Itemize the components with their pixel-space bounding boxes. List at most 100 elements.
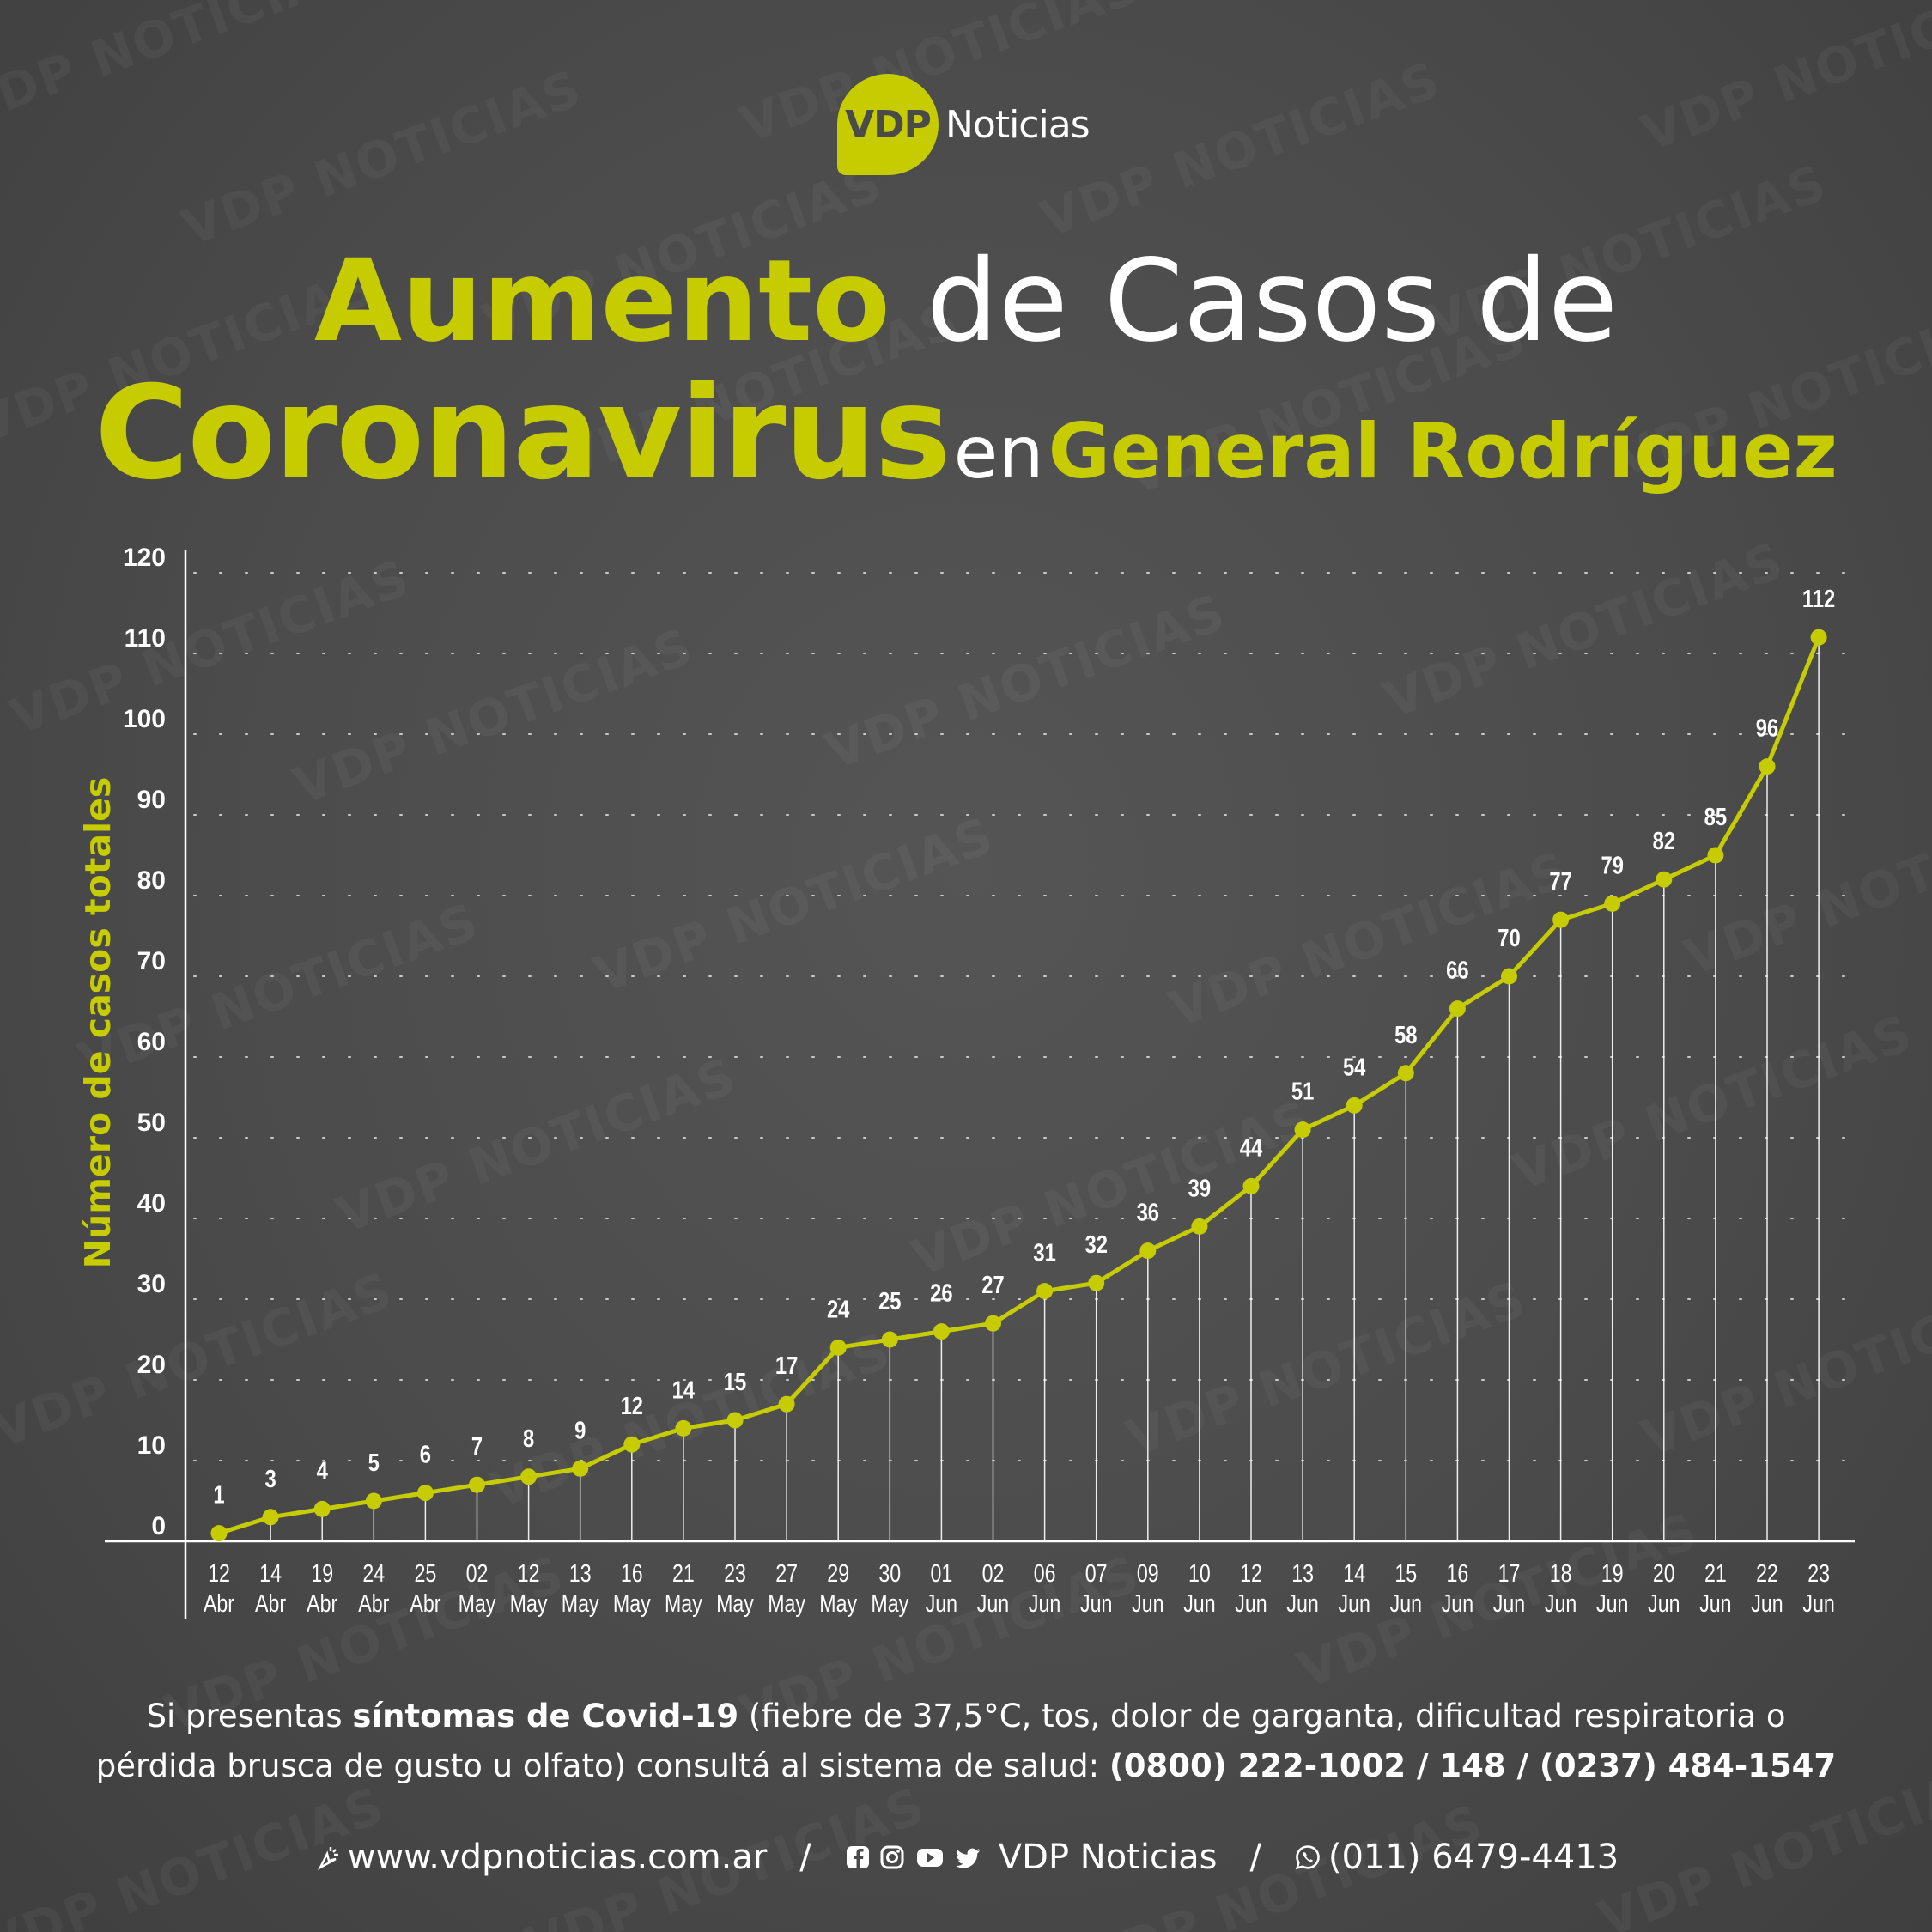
x-tick-month: Abr [307,1589,337,1617]
data-point [933,1323,950,1340]
data-point [1294,1121,1311,1139]
x-tick-month: May [510,1589,549,1617]
health-notice: Si presentas síntomas de Covid-19 (fiebr… [0,1692,1932,1791]
data-point [675,1419,692,1437]
twitter-icon[interactable] [954,1844,981,1871]
data-point [985,1315,1001,1332]
x-tick-day: 12 [208,1558,230,1587]
data-point [1088,1274,1105,1291]
x-tick-month: May [716,1589,755,1617]
data-label: 26 [930,1279,952,1307]
value-stems [218,637,1820,1541]
data-point [1707,847,1724,864]
x-tick-day: 16 [1447,1558,1469,1587]
data-label: 79 [1601,851,1623,879]
data-point [1242,1177,1260,1194]
data-point [1036,1283,1054,1300]
facebook-icon[interactable] [844,1844,872,1871]
data-label: 17 [775,1352,798,1380]
x-tick-day: 23 [724,1558,746,1587]
x-tick-day: 14 [1343,1558,1365,1587]
data-point [778,1395,795,1413]
youtube-icon[interactable] [913,1844,947,1871]
x-tick-day: 12 [1240,1558,1262,1587]
x-tick-month: Jun [1080,1589,1112,1617]
watermark-text: VDP NOTICIAS [1033,50,1448,248]
data-label: 31 [1033,1238,1055,1267]
data-point [1139,1242,1157,1260]
x-tick-month: Jun [1648,1589,1680,1617]
data-point [1759,758,1776,775]
x-tick-month: Jun [1132,1589,1163,1617]
x-tick-day: 01 [931,1558,953,1587]
x-tick-day: 30 [878,1558,901,1587]
whatsapp-icon[interactable] [1294,1844,1321,1871]
data-point [1397,1065,1414,1082]
x-tick-day: 23 [1807,1558,1830,1587]
x-tick-month: Jun [926,1589,957,1617]
instagram-icon[interactable] [878,1844,906,1871]
x-tick-month: May [613,1589,652,1617]
x-tick-month: Jun [1802,1589,1834,1617]
x-tick-month: Jun [1390,1589,1422,1617]
data-label: 7 [471,1432,483,1461]
phone-number: (011) 6479-4413 [1327,1838,1619,1877]
x-tick-day: 21 [672,1558,695,1587]
x-tick-month: Abr [204,1589,234,1617]
data-label: 96 [1756,714,1778,742]
x-tick-day: 22 [1756,1558,1778,1587]
x-tick-day: 02 [466,1558,489,1587]
data-label: 3 [264,1465,276,1493]
x-tick-month: Jun [1751,1589,1783,1617]
x-tick-month: Jun [1699,1589,1731,1617]
x-tick-day: 13 [1291,1558,1314,1587]
x-tick-month: Abr [255,1589,286,1617]
title-accent-word: Aumento [313,235,890,368]
y-tick-label: 30 [137,1270,166,1298]
title-line-2: Coronavirus en General Rodríguez [0,369,1932,538]
data-points [210,629,1827,1542]
y-tick-label: 100 [123,705,166,733]
data-label: 44 [1240,1133,1263,1162]
x-tick-month: May [871,1589,909,1617]
y-tick-label: 70 [137,947,166,975]
title-line-1: Aumento de Casos de [0,237,1932,366]
data-label: 36 [1137,1198,1159,1226]
notice-phones: (0800) 222-1002 / 148 / (0237) 484-1547 [1109,1747,1837,1784]
contact-bar: www.vdpnoticias.com.ar / VDP Noticias / … [0,1838,1932,1877]
data-label: 15 [724,1368,746,1396]
data-point [623,1436,641,1453]
notice-1-post: (fiebre de 37,5°C, tos, dolor de gargant… [738,1698,1786,1735]
data-label: 77 [1549,867,1571,896]
x-tick-month: Abr [358,1589,389,1617]
x-tick-month: Jun [1339,1589,1370,1617]
notice-1-bold: síntomas de Covid-19 [352,1698,739,1735]
x-tick-month: May [665,1589,703,1617]
x-tick-month: Jun [977,1589,1009,1617]
data-point [726,1412,744,1429]
x-tick-day: 25 [415,1558,437,1587]
data-label: 25 [878,1287,901,1315]
website-link[interactable]: www.vdpnoticias.com.ar [347,1838,768,1877]
x-tick-day: 02 [982,1558,1005,1587]
data-point [469,1476,485,1493]
x-tick-month: Jun [1545,1589,1577,1617]
data-label: 9 [574,1416,586,1444]
x-tick-day: 18 [1550,1558,1572,1587]
y-axis-label: Número de casos totales [77,777,118,1269]
series-line [218,636,1821,1535]
x-tick-day: 14 [259,1558,282,1587]
x-tick-month: May [819,1589,858,1617]
notice-line-2: pérdida brusca de gusto u olfato) consul… [0,1741,1932,1791]
x-tick-day: 24 [362,1558,385,1587]
x-tick-day: 15 [1394,1558,1417,1587]
x-tick-month: Jun [1442,1589,1473,1617]
y-tick-label: 20 [137,1351,166,1379]
x-tick-month: May [459,1589,497,1617]
x-tick-day: 13 [569,1558,592,1587]
data-label: 32 [1084,1230,1107,1259]
x-tick-month: May [768,1589,806,1617]
watermark-text: VDP NOTICIAS [1634,0,1932,163]
x-tick-month: Jun [1183,1589,1215,1617]
